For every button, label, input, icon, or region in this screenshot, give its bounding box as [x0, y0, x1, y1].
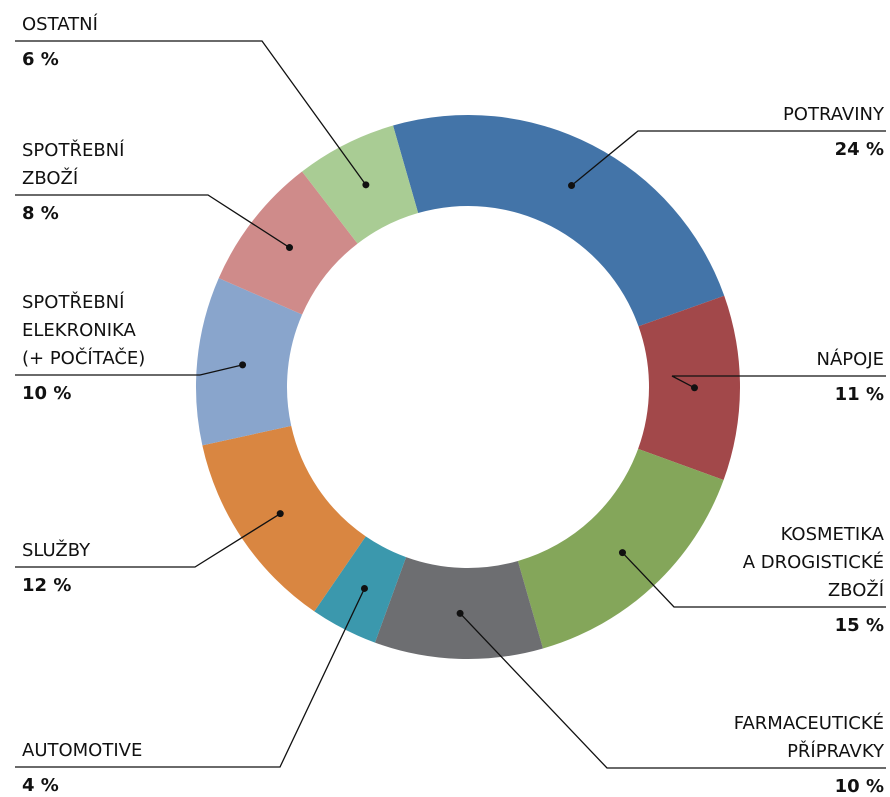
- leader-line: [671, 375, 886, 389]
- value-label: 4 %: [22, 775, 59, 796]
- donut-segment: [202, 425, 366, 612]
- donut-segment: [393, 115, 725, 327]
- leader-dot: [456, 609, 464, 617]
- segment-label: SPOTŘEBNÍ ZBOŽÍ: [22, 140, 125, 189]
- segment-label: POTRAVINY: [782, 104, 884, 125]
- donut-segment: [517, 448, 724, 649]
- segment-label: FARMACEUTICKÉ PŘÍPRAVKY: [733, 713, 884, 762]
- leader-line: [15, 513, 281, 568]
- donut-segment: [374, 557, 543, 659]
- segment-label: KOSMETIKA A DROGISTICKÉ ZBOŽÍ: [742, 524, 884, 601]
- leader-dot: [286, 244, 294, 252]
- value-label: 11 %: [834, 384, 884, 405]
- segment-label: SPOTŘEBNÍ ELEKRONIKA (+ POČÍTAČE): [22, 292, 146, 369]
- leader-line: [15, 194, 290, 249]
- donut-segment: [638, 295, 740, 481]
- donut-segment: [314, 536, 407, 643]
- value-label: 8 %: [22, 203, 59, 224]
- segment-label: OSTATNÍ: [22, 14, 98, 35]
- leader-line: [15, 588, 366, 768]
- leader-dot: [239, 361, 247, 369]
- leader-dot: [360, 584, 368, 592]
- donut-segment: [218, 171, 358, 315]
- leader-line: [622, 552, 886, 608]
- leader-dot: [618, 549, 626, 557]
- donut-segment: [302, 125, 419, 244]
- segment-label: NÁPOJE: [816, 349, 884, 370]
- leader-line: [459, 612, 886, 769]
- leader-line: [15, 40, 367, 186]
- value-label: 15 %: [834, 615, 884, 636]
- segment-label: SLUŽBY: [22, 540, 91, 561]
- value-label: 24 %: [834, 139, 884, 160]
- segment-label: AUTOMOTIVE: [22, 740, 143, 761]
- leader-dot: [690, 384, 698, 392]
- value-label: 10 %: [834, 776, 884, 797]
- value-label: 10 %: [22, 383, 72, 404]
- leader-dot: [276, 510, 284, 518]
- leader-dot: [568, 182, 576, 190]
- leader-dot: [362, 181, 370, 189]
- value-label: 6 %: [22, 49, 59, 70]
- donut-segment: [196, 278, 303, 446]
- leader-line: [15, 364, 243, 376]
- leader-line: [571, 130, 886, 187]
- value-label: 12 %: [22, 575, 72, 596]
